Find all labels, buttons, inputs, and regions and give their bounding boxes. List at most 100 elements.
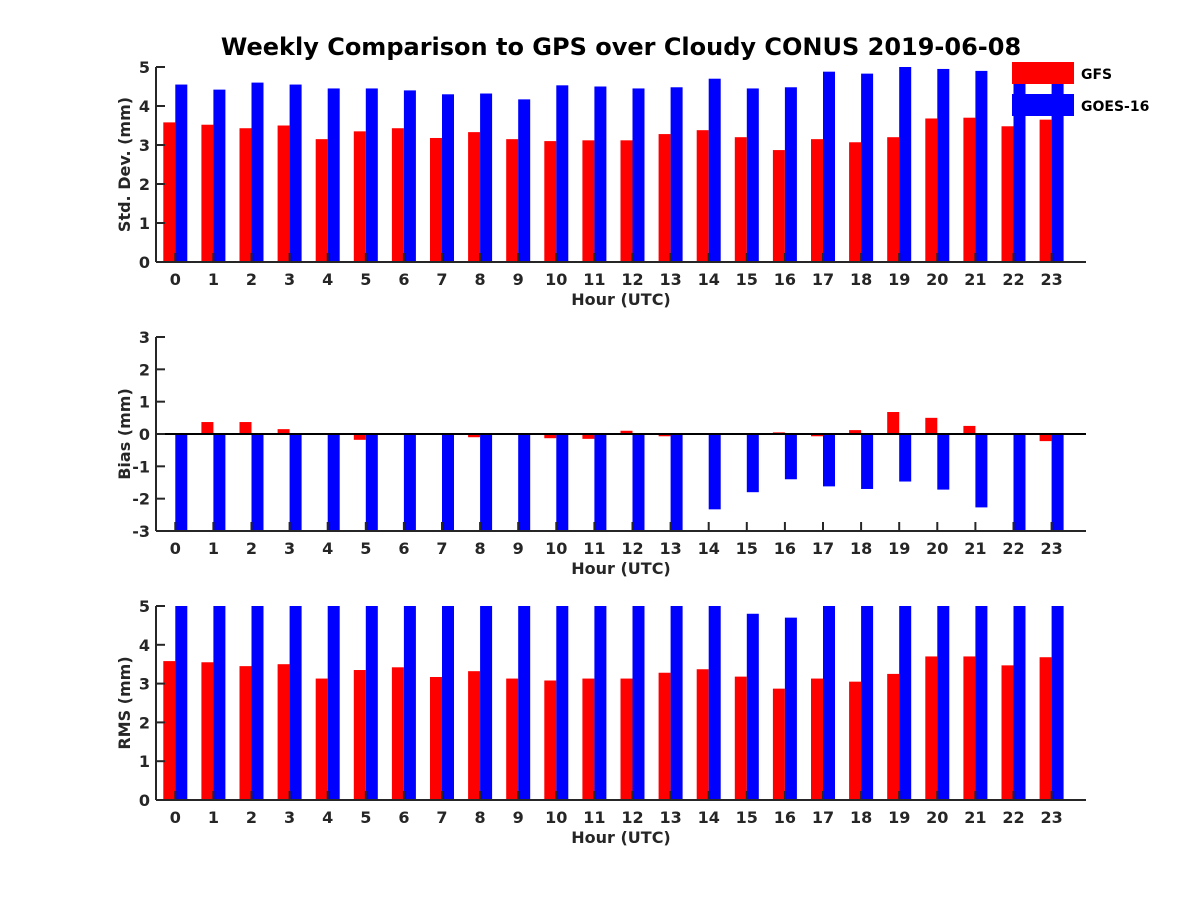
bar-gfs-15: [734, 137, 747, 262]
bar-goes-16-11: [594, 434, 607, 531]
bar-gfs-9: [506, 139, 519, 262]
bar-goes-16-14: [708, 78, 721, 262]
x-tick-label: 21: [964, 539, 986, 558]
bar-goes-16-16: [784, 617, 797, 800]
x-tick-label: 5: [360, 270, 371, 289]
legend-label-gfs: GFS: [1081, 67, 1112, 83]
x-tick-label: 4: [322, 270, 333, 289]
y-axis-label: Bias (mm): [115, 388, 134, 480]
bar-goes-16-20: [937, 68, 950, 262]
bar-goes-16-8: [480, 606, 493, 800]
bar-gfs-0: [163, 661, 176, 800]
x-tick-label: 7: [436, 539, 447, 558]
x-tick-label: 7: [436, 808, 447, 827]
x-tick-label: 19: [888, 270, 910, 289]
bar-goes-16-22: [1013, 68, 1026, 262]
bar-gfs-11: [582, 140, 595, 262]
bar-gfs-0: [163, 122, 176, 262]
bar-gfs-5: [353, 131, 366, 262]
x-tick-label: 16: [774, 808, 796, 827]
bar-gfs-5: [353, 670, 366, 800]
bar-goes-16-18: [861, 434, 874, 489]
bar-gfs-3: [277, 429, 290, 434]
bar-goes-16-2: [251, 606, 264, 800]
bar-gfs-6: [391, 667, 404, 800]
x-tick-label: 14: [698, 270, 720, 289]
bar-goes-16-19: [899, 434, 912, 482]
bar-gfs-12: [620, 140, 633, 262]
bar-gfs-1: [201, 422, 214, 434]
bar-gfs-20: [925, 417, 938, 434]
y-tick-label: 0: [139, 425, 150, 444]
bar-gfs-1: [201, 662, 214, 800]
bar-goes-16-14: [708, 434, 721, 510]
bar-goes-16-9: [518, 606, 531, 800]
bar-goes-16-23: [1051, 606, 1064, 800]
bar-gfs-2: [239, 128, 252, 262]
bar-goes-16-17: [823, 434, 835, 487]
x-tick-label: 14: [698, 539, 720, 558]
x-tick-label: 16: [774, 539, 796, 558]
bar-goes-16-0: [175, 84, 188, 262]
x-axis-label: Hour (UTC): [571, 828, 671, 847]
x-tick-label: 13: [659, 539, 681, 558]
y-tick-label: 1: [139, 393, 150, 412]
bar-gfs-22: [1001, 665, 1014, 800]
bar-gfs-17: [811, 678, 823, 800]
x-tick-label: 2: [246, 808, 257, 827]
y-tick-label: 2: [139, 360, 150, 379]
legend-swatch-gfs: [1012, 62, 1074, 84]
bar-goes-16-20: [937, 434, 950, 490]
bar-goes-16-15: [746, 434, 759, 493]
x-tick-label: 23: [1040, 270, 1062, 289]
bar-gfs-21: [963, 656, 976, 800]
bar-goes-16-1: [213, 606, 226, 800]
x-tick-label: 18: [850, 808, 872, 827]
x-tick-label: 18: [850, 539, 872, 558]
bar-goes-16-23: [1051, 434, 1064, 531]
bar-goes-16-11: [594, 86, 607, 262]
x-tick-label: 17: [812, 270, 834, 289]
legend-label-goes-16: GOES-16: [1081, 99, 1149, 115]
x-tick-label: 0: [170, 808, 181, 827]
bar-goes-16-19: [899, 67, 912, 262]
bar-gfs-8: [468, 132, 481, 262]
bar-goes-16-4: [327, 434, 340, 531]
x-tick-label: 9: [513, 539, 524, 558]
x-tick-label: 12: [621, 808, 643, 827]
bar-goes-16-2: [251, 82, 264, 262]
x-tick-label: 0: [170, 539, 181, 558]
bar-goes-16-16: [784, 87, 797, 262]
y-tick-label: 5: [139, 58, 150, 77]
bar-gfs-14: [696, 669, 709, 800]
bar-gfs-12: [620, 430, 633, 434]
y-tick-label: 0: [139, 253, 150, 272]
bar-gfs-2: [239, 422, 252, 434]
bar-goes-16-0: [175, 606, 188, 800]
x-tick-label: 1: [208, 808, 219, 827]
bar-gfs-13: [658, 434, 671, 437]
y-tick-label: -1: [132, 457, 150, 476]
x-tick-label: 7: [436, 270, 447, 289]
bar-goes-16-13: [670, 87, 683, 262]
bar-goes-16-5: [365, 434, 378, 531]
x-tick-label: 12: [621, 539, 643, 558]
x-tick-label: 23: [1040, 808, 1062, 827]
x-tick-label: 21: [964, 808, 986, 827]
y-tick-label: 1: [139, 752, 150, 771]
bar-goes-16-7: [442, 434, 454, 531]
bar-goes-16-13: [670, 606, 683, 800]
bar-gfs-1: [201, 124, 214, 262]
x-axis-label: Hour (UTC): [571, 290, 671, 309]
x-tick-label: 22: [1002, 808, 1024, 827]
x-tick-label: 12: [621, 270, 643, 289]
x-tick-label: 8: [475, 539, 486, 558]
x-tick-label: 13: [659, 270, 681, 289]
x-tick-label: 20: [926, 270, 948, 289]
bar-gfs-15: [734, 676, 747, 800]
bar-goes-16-5: [365, 88, 378, 262]
x-tick-label: 22: [1002, 270, 1024, 289]
bar-goes-16-20: [937, 606, 950, 800]
